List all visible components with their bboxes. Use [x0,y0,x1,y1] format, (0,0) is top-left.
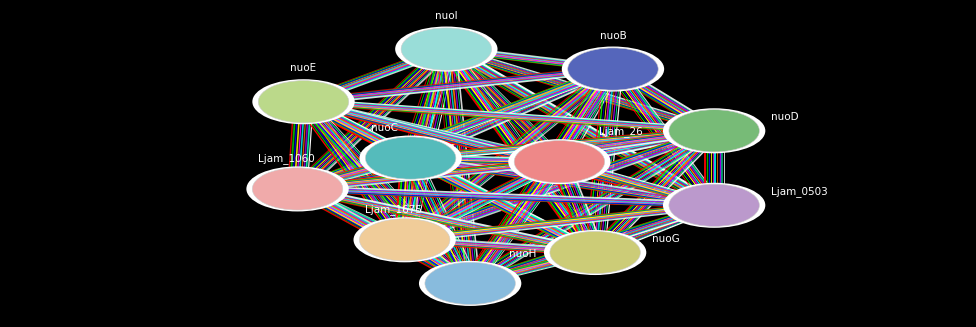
Text: nuoH: nuoH [509,249,537,259]
Ellipse shape [544,230,646,275]
Ellipse shape [246,166,348,212]
Text: nuoB: nuoB [599,31,627,41]
Ellipse shape [259,81,348,123]
Ellipse shape [663,183,765,228]
Text: nuoD: nuoD [771,112,799,122]
Ellipse shape [562,46,664,92]
Ellipse shape [663,108,765,153]
Ellipse shape [549,232,640,274]
Text: nuoC: nuoC [371,123,398,133]
Ellipse shape [419,261,521,306]
Ellipse shape [353,217,456,262]
Ellipse shape [359,135,462,181]
Ellipse shape [508,139,611,184]
Text: nuoE: nuoE [291,63,316,73]
Ellipse shape [568,48,658,90]
Text: Ljam_1060: Ljam_1060 [259,153,315,164]
Text: nuoG: nuoG [652,234,680,244]
Text: nuoI: nuoI [435,11,458,21]
Ellipse shape [401,28,492,70]
Ellipse shape [669,110,759,152]
Ellipse shape [395,26,498,72]
Ellipse shape [253,79,354,124]
Ellipse shape [359,219,450,261]
Ellipse shape [514,141,605,183]
Text: Ljam_26: Ljam_26 [598,126,642,137]
Text: Ljam_0503: Ljam_0503 [771,186,828,197]
Ellipse shape [425,262,515,304]
Ellipse shape [365,137,456,179]
Text: Ljam_1675: Ljam_1675 [365,204,423,215]
Ellipse shape [253,168,343,210]
Ellipse shape [669,184,759,226]
